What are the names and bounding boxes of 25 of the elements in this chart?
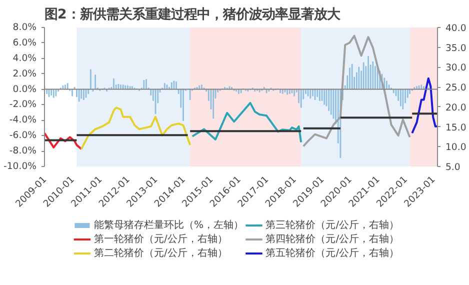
y2-tick-label: 40.0 — [446, 23, 466, 34]
legend-label: 第二轮猪价（元/公斤，右轴） — [94, 247, 228, 259]
y-tick-label: 4.0% — [12, 52, 37, 64]
y-tick-label: 6.0% — [12, 37, 37, 48]
y2-tick-label: 15.0 — [446, 122, 466, 134]
legend-label: 第一轮猪价（元/公斤，右轴） — [94, 233, 228, 245]
legend-label: 第三轮猪价（元/公斤，右轴） — [266, 219, 400, 231]
y2-tick-label: 5.0 — [446, 162, 460, 173]
y-tick-label: -4.0% — [9, 114, 37, 126]
y-tick-label: -8.0% — [9, 146, 37, 157]
y-tick-label: 2.0% — [12, 68, 37, 80]
chart-title: 图2：新供需关系重建过程中，猪价波动率显著放大 — [44, 6, 341, 22]
y2-tick-label: 30.0 — [446, 62, 466, 74]
legend-label: 第五轮猪价（元/公斤，右轴） — [266, 247, 400, 259]
legend-label: 能繁母猪存栏量环比（%，左轴） — [94, 219, 244, 231]
y2-tick-label: 35.0 — [446, 42, 466, 54]
y2-tick-label: 10.0 — [446, 142, 466, 154]
y2-tick-label: 20.0 — [446, 102, 466, 114]
y-tick-label: -6.0% — [9, 130, 37, 142]
legend-label: 第四轮猪价（元/公斤，右轴） — [266, 233, 400, 245]
y2-tick-label: 25.0 — [446, 82, 466, 94]
y-tick-label: 8.0% — [12, 22, 37, 33]
y-tick-label: -2.0% — [9, 99, 37, 110]
y-tick-label: -10.0% — [4, 161, 37, 172]
y-tick-label: 0.0% — [12, 84, 37, 95]
